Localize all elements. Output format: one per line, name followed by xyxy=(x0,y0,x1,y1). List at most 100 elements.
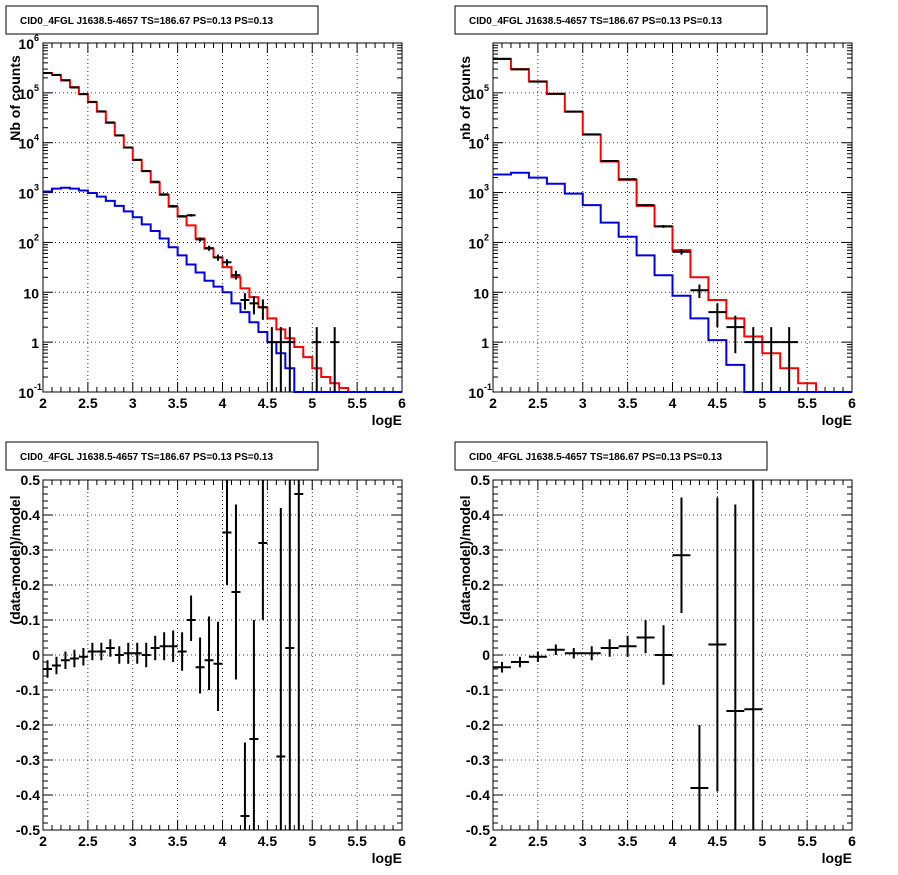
y-tick-label: -0.4 xyxy=(466,787,490,803)
data-point xyxy=(177,632,187,671)
data-points xyxy=(493,57,799,392)
data-point xyxy=(78,648,88,666)
x-tick-label: 5 xyxy=(308,395,316,411)
grid xyxy=(493,43,852,392)
x-tick-label: 4 xyxy=(219,833,227,849)
chart-panel-3: CID0_4FGL J1638.5-4657 TS=186.67 PS=0.13… xyxy=(5,441,406,866)
data-point xyxy=(690,284,709,298)
y-axis-label: Nb of counts xyxy=(7,55,23,141)
y-tick-label: 0.4 xyxy=(471,507,491,523)
data-point xyxy=(60,79,70,82)
x-tick-label: 3 xyxy=(579,833,587,849)
x-tick-label: 5.5 xyxy=(797,395,817,411)
chart-title: CID0_4FGL J1638.5-4657 TS=186.67 PS=0.13… xyxy=(20,16,273,27)
y-axis-label: nb of counts xyxy=(457,56,473,140)
data-point xyxy=(618,178,637,181)
y-tick-label: -0.2 xyxy=(466,717,490,733)
data-point xyxy=(636,204,655,207)
data-point xyxy=(330,327,340,392)
y-tick-label: -0.3 xyxy=(466,752,490,768)
y-tick-label: 1 xyxy=(31,335,39,351)
x-axis-label: logE xyxy=(822,412,852,428)
y-tick-label: -0.2 xyxy=(16,717,40,733)
data-point xyxy=(141,642,151,668)
x-tick-label: 3.5 xyxy=(618,395,638,411)
data-point xyxy=(43,660,52,678)
x-tick-label: 4 xyxy=(669,395,677,411)
y-tick-label: -0.5 xyxy=(16,822,40,838)
data-point xyxy=(105,121,115,124)
y-tick-label: -0.1 xyxy=(16,682,40,698)
data-point xyxy=(195,637,205,694)
data-point xyxy=(258,299,268,320)
data-point xyxy=(780,327,799,392)
data-point xyxy=(240,293,250,310)
data-point xyxy=(78,93,88,96)
x-tick-label: 5.5 xyxy=(347,833,367,849)
y-tick-label: 0.5 xyxy=(471,472,491,488)
x-tick-label: 5 xyxy=(308,833,316,849)
data-point xyxy=(105,639,115,657)
y-tick-label: 10 xyxy=(468,86,484,102)
data-point xyxy=(285,480,295,830)
data-point xyxy=(672,497,691,613)
y-tick-label: 10 xyxy=(468,186,484,202)
y-tick-label: -0.1 xyxy=(466,682,490,698)
y-tick-label: 10 xyxy=(468,385,484,401)
data-point xyxy=(96,642,106,661)
data-point xyxy=(564,110,583,113)
y-axis-label: (data-model)/model xyxy=(7,495,23,624)
x-tick-label: 2 xyxy=(489,395,497,411)
data-point xyxy=(744,480,763,830)
x-tick-label: 4.5 xyxy=(258,395,278,411)
y-tick-label: 10 xyxy=(23,285,39,301)
x-tick-label: 6 xyxy=(848,395,856,411)
data-point xyxy=(582,133,601,136)
y-tick-exponent: 4 xyxy=(34,133,39,143)
data-point xyxy=(618,635,637,657)
data-point xyxy=(276,327,286,392)
y-tick-label: 10 xyxy=(473,285,489,301)
y-tick-label: 0.3 xyxy=(21,542,41,558)
data-point xyxy=(159,632,169,661)
x-tick-label: 4.5 xyxy=(708,395,728,411)
title-box xyxy=(454,5,768,35)
data-point xyxy=(510,68,529,71)
y-tick-exponent: 3 xyxy=(34,183,39,193)
y-tick-label: 1 xyxy=(481,335,489,351)
y-tick-exponent: -1 xyxy=(484,382,492,392)
x-tick-label: 5 xyxy=(758,395,766,411)
y-tick-label: 0.1 xyxy=(471,612,491,628)
data-point xyxy=(493,662,511,673)
data-point xyxy=(60,651,70,669)
y-tick-label: 0 xyxy=(32,647,40,663)
title-box xyxy=(454,441,768,471)
grid xyxy=(43,43,402,392)
data-point xyxy=(132,158,142,161)
data-point xyxy=(43,72,52,75)
x-tick-label: 4 xyxy=(669,833,677,849)
x-tick-label: 3.5 xyxy=(618,833,638,849)
chart-title: CID0_4FGL J1638.5-4657 TS=186.67 PS=0.13… xyxy=(469,452,722,463)
data-point xyxy=(762,327,781,392)
data-point xyxy=(528,651,547,662)
x-tick-label: 6 xyxy=(848,833,856,849)
y-tick-label: -0.4 xyxy=(16,787,40,803)
y-tick-label: 0.2 xyxy=(21,577,41,593)
data-point xyxy=(213,254,223,261)
data-point xyxy=(195,237,205,242)
data-point xyxy=(87,642,97,661)
data-point xyxy=(51,656,61,675)
y-tick-label: 10 xyxy=(18,235,34,251)
data-point xyxy=(96,110,106,113)
data-point xyxy=(654,625,673,685)
data-point xyxy=(258,480,268,620)
data-point xyxy=(708,303,727,328)
x-tick-label: 6 xyxy=(398,833,406,849)
x-tick-label: 2.5 xyxy=(528,833,548,849)
data-points xyxy=(43,72,340,392)
x-tick-label: 5 xyxy=(758,833,766,849)
data-point xyxy=(114,134,124,137)
histogram-series-2 xyxy=(493,171,852,393)
data-point xyxy=(294,480,304,830)
